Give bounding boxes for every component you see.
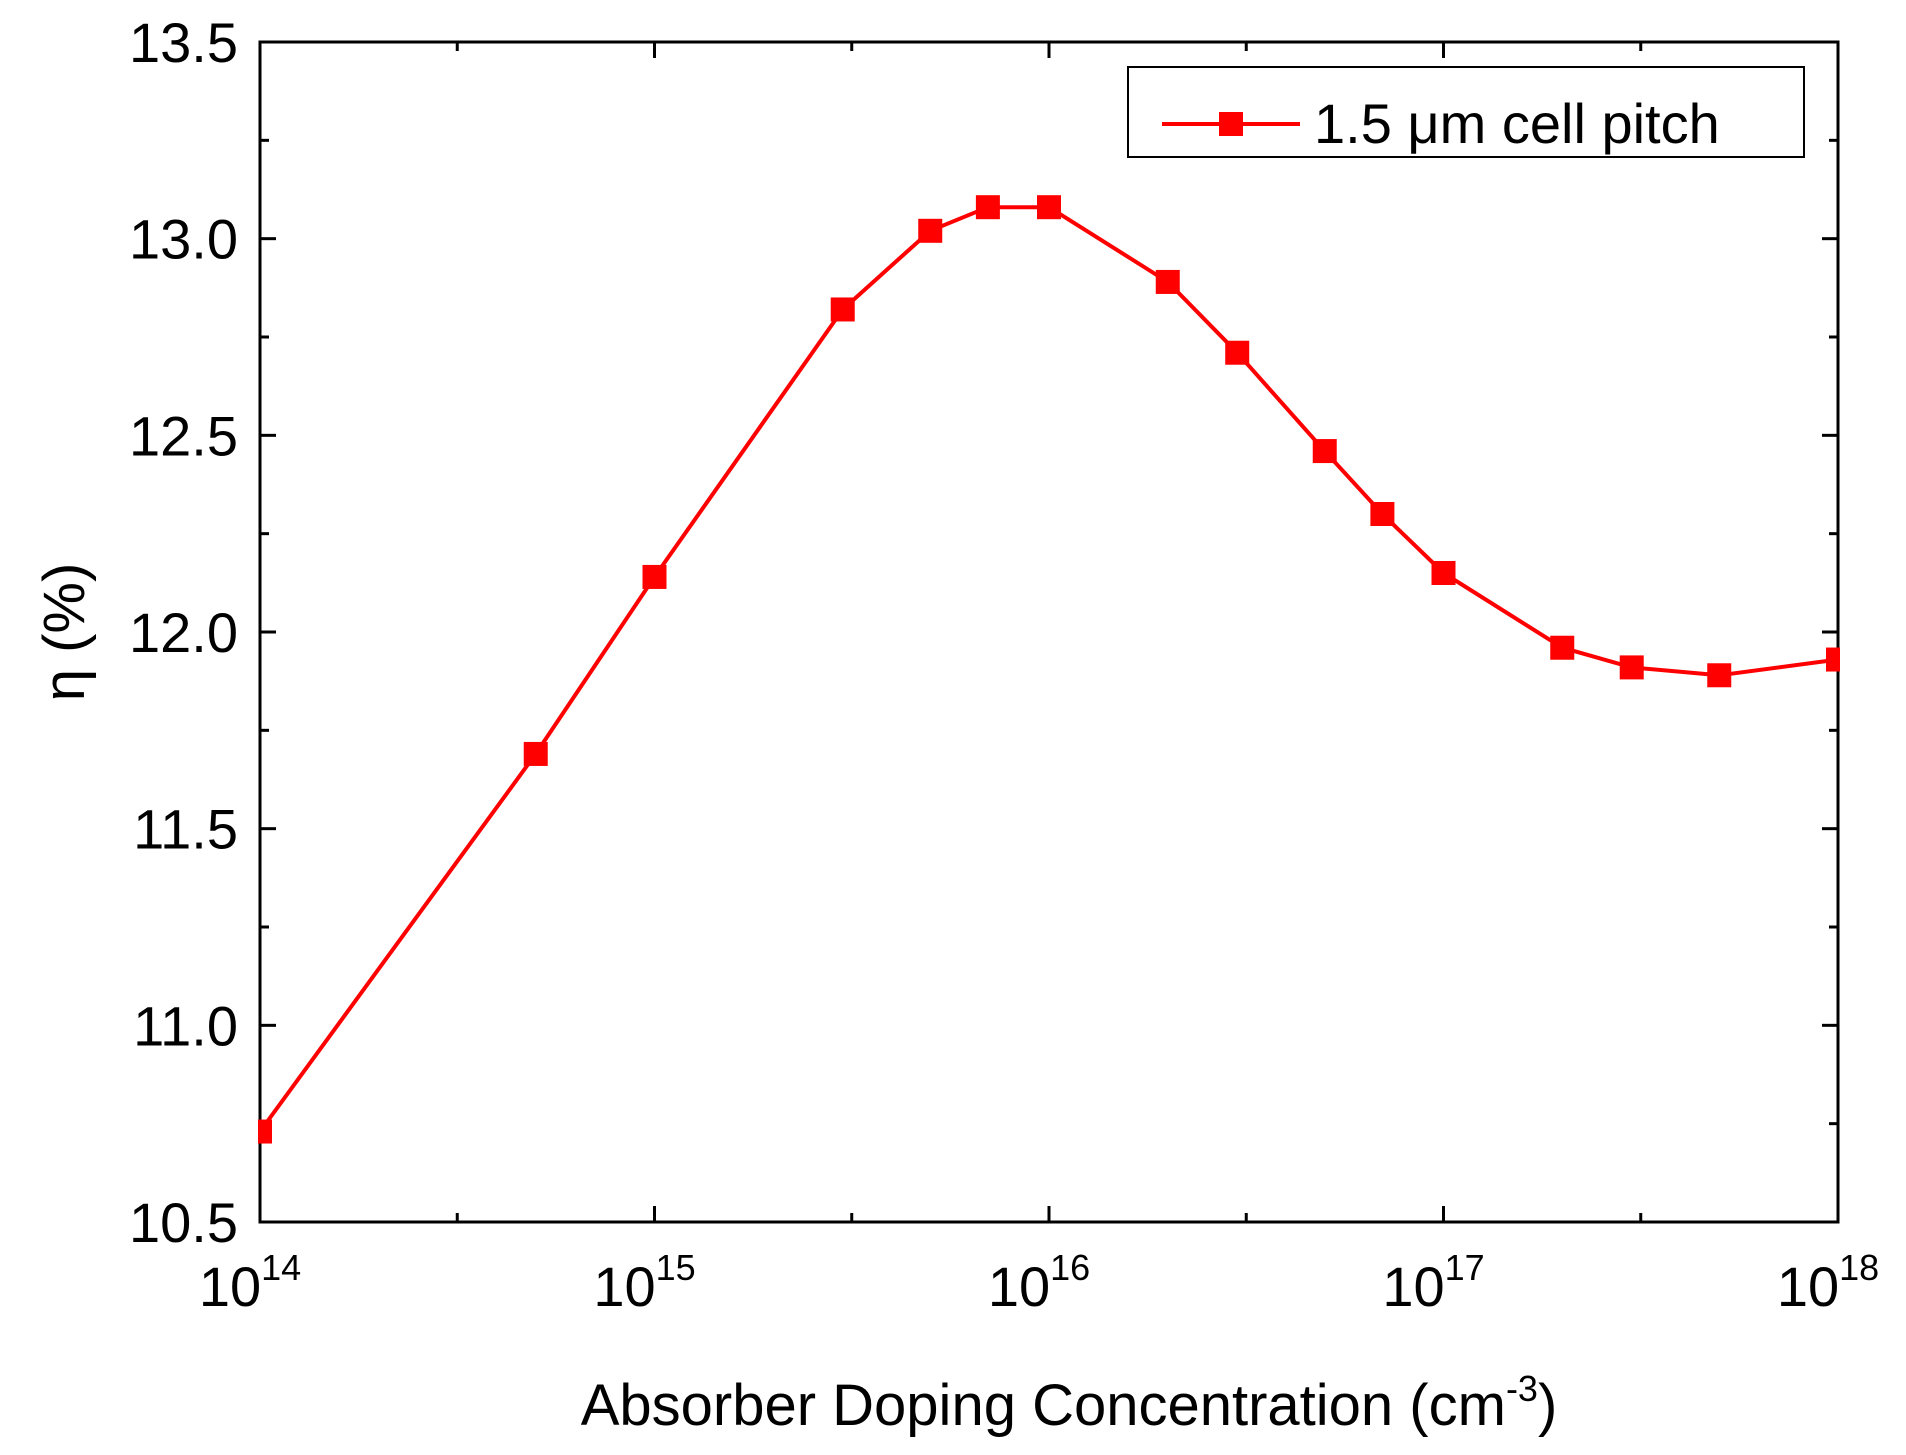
series-layer <box>258 195 1840 1144</box>
data-point-marker <box>1312 439 1337 464</box>
x-tick-label-base: 10 <box>593 1255 655 1318</box>
data-point-marker <box>1550 635 1575 660</box>
data-point-marker <box>1370 502 1395 526</box>
data-point-marker <box>642 564 667 589</box>
y-tick-label: 10.5 <box>129 1191 238 1254</box>
data-point-marker <box>830 297 855 322</box>
data-point-marker <box>975 195 1000 220</box>
x-tick-label-exponent: 17 <box>1445 1247 1485 1288</box>
x-tick-label: 1018 <box>1777 1247 1879 1318</box>
x-axis: 1014 1015 1016 1017 1018 <box>199 42 1879 1318</box>
y-tick-label: 11.0 <box>133 994 238 1057</box>
y-tick-label: 11.5 <box>133 798 238 861</box>
y-axis: 10.5 11.0 11.5 12.0 12.5 13.0 13.5 <box>129 11 1838 1254</box>
y-axis-title: η (%) <box>32 563 97 702</box>
data-point-marker <box>1826 647 1840 672</box>
y-tick-label: 12.0 <box>129 601 238 664</box>
legend-label: 1.5 μm cell pitch <box>1314 92 1720 155</box>
x-tick-label: 1015 <box>593 1247 695 1318</box>
data-point-marker <box>1155 269 1180 294</box>
x-tick-label-base: 10 <box>1382 1255 1444 1318</box>
y-tick-label: 13.0 <box>129 208 238 271</box>
series-line <box>258 205 1839 1133</box>
data-point-marker <box>1225 340 1250 365</box>
data-point-marker <box>918 218 943 243</box>
x-axis-title-suffix: ) <box>1538 1373 1557 1438</box>
x-axis-title: Absorber Doping Concentration (cm-3) <box>581 1368 1558 1438</box>
x-tick-label-exponent: 16 <box>1050 1247 1090 1288</box>
y-tick-label: 13.5 <box>129 11 238 74</box>
data-point-marker <box>1431 561 1456 585</box>
x-tick-label: 1017 <box>1382 1247 1484 1318</box>
x-tick-label-base: 10 <box>988 1255 1050 1318</box>
x-tick-label-base: 10 <box>1777 1255 1839 1318</box>
x-tick-label: 1014 <box>199 1247 301 1318</box>
x-tick-label-exponent: 14 <box>261 1247 301 1288</box>
legend: 1.5 μm cell pitch <box>1127 66 1805 158</box>
legend-marker-square-icon <box>1219 112 1243 136</box>
x-tick-label-exponent: 18 <box>1839 1247 1879 1288</box>
x-axis-title-main: Absorber Doping Concentration (cm <box>581 1373 1506 1438</box>
data-point-marker <box>523 741 548 766</box>
y-tick-label: 12.5 <box>129 404 238 467</box>
x-tick-label-base: 10 <box>199 1255 261 1318</box>
x-tick-label: 1016 <box>988 1247 1090 1318</box>
x-tick-label-exponent: 15 <box>656 1247 696 1288</box>
data-point-marker <box>258 1119 272 1144</box>
data-point-marker <box>1619 655 1644 680</box>
x-axis-title-exponent: -3 <box>1506 1368 1538 1409</box>
data-point-marker <box>1707 663 1732 688</box>
data-point-marker <box>1037 195 1061 220</box>
